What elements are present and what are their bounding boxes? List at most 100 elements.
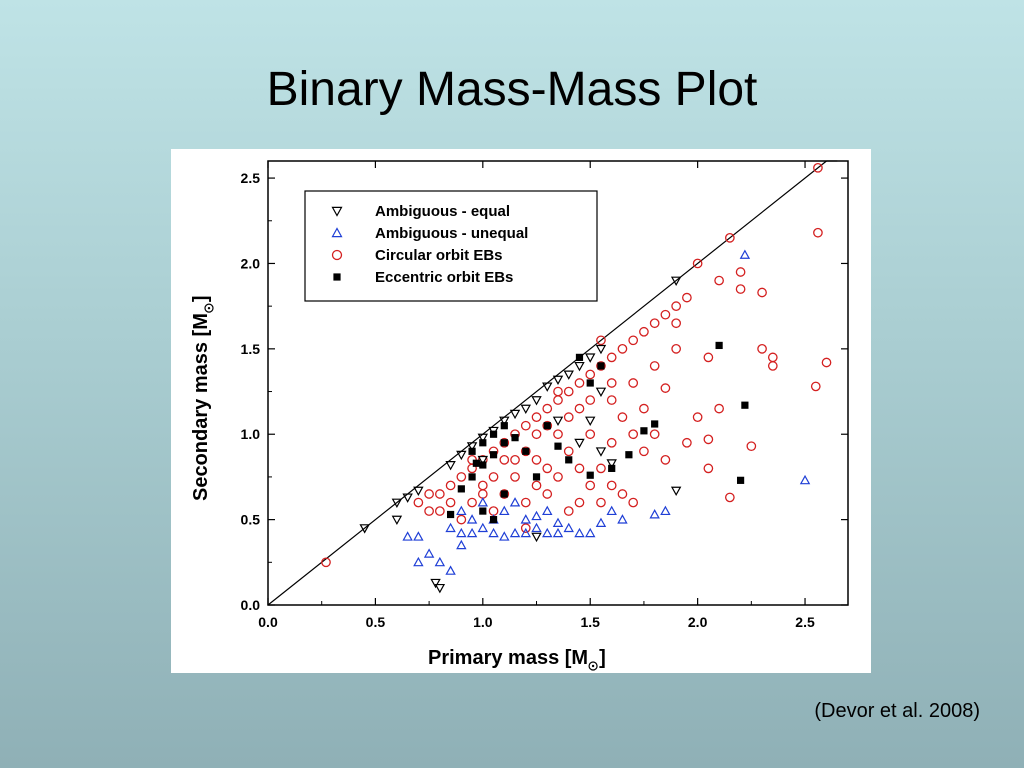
data-point — [563, 522, 574, 533]
data-point — [649, 509, 660, 519]
data-point — [510, 454, 520, 465]
data-point — [606, 352, 617, 363]
data-point — [423, 548, 435, 558]
data-point — [606, 378, 617, 388]
data-point — [585, 369, 596, 380]
data-point — [542, 382, 553, 392]
data-point — [445, 497, 456, 508]
data-point — [489, 516, 498, 524]
data-point — [649, 429, 660, 440]
data-point — [499, 505, 510, 516]
data-point — [671, 318, 681, 329]
data-point — [595, 447, 607, 457]
data-point — [735, 284, 746, 294]
data-point — [617, 343, 628, 354]
x-tick-label: 1.5 — [580, 614, 600, 630]
data-point — [692, 412, 703, 423]
data-point — [757, 343, 767, 354]
data-point — [435, 506, 445, 516]
legend-marker — [331, 227, 343, 238]
data-point — [520, 497, 531, 508]
sun-symbol — [588, 661, 598, 671]
data-point — [543, 422, 551, 430]
y-tick-label: 2.0 — [241, 255, 261, 271]
data-point — [531, 480, 542, 491]
data-point — [500, 422, 508, 430]
data-point — [617, 514, 628, 524]
sun-symbol — [204, 303, 214, 313]
data-point — [574, 497, 585, 508]
data-point — [466, 514, 478, 524]
data-point — [477, 480, 488, 491]
data-point — [456, 514, 467, 525]
data-point — [477, 455, 489, 466]
data-point — [413, 531, 424, 541]
data-point — [585, 353, 596, 363]
data-point — [531, 532, 542, 543]
data-point — [510, 472, 520, 482]
data-point — [434, 556, 446, 567]
data-point — [606, 437, 617, 448]
data-point — [542, 403, 553, 414]
data-point — [520, 523, 531, 534]
data-point — [660, 454, 671, 465]
data-point — [554, 442, 562, 450]
data-point — [574, 361, 585, 372]
data-point — [606, 505, 617, 516]
data-point — [714, 403, 724, 414]
data-point — [430, 578, 441, 589]
data-point — [574, 463, 585, 474]
data-point — [522, 447, 530, 455]
y-sun-symbol-group — [204, 303, 214, 313]
data-point — [468, 473, 476, 481]
y-tick-label: 0.0 — [241, 597, 261, 613]
data-point — [456, 450, 467, 461]
data-point — [585, 395, 596, 405]
data-point — [509, 497, 521, 507]
points-layer — [321, 162, 832, 594]
data-point — [597, 362, 605, 370]
series-triangle-down — [359, 276, 682, 594]
data-point — [446, 510, 455, 519]
data-point — [477, 497, 489, 507]
data-point — [424, 489, 434, 499]
data-point — [472, 459, 480, 467]
data-point — [649, 361, 660, 371]
data-point — [457, 485, 465, 493]
data-point — [821, 357, 832, 368]
data-point — [574, 438, 585, 449]
data-point — [542, 489, 553, 499]
data-point — [499, 437, 510, 448]
data-point — [434, 583, 446, 594]
data-point — [445, 565, 456, 575]
data-point — [628, 429, 639, 440]
data-point — [499, 416, 510, 427]
data-point — [606, 480, 617, 491]
x-tick-label: 0.0 — [258, 614, 278, 630]
data-point — [542, 527, 553, 538]
data-point — [520, 527, 531, 538]
data-point — [479, 461, 487, 469]
data-point — [488, 472, 499, 482]
data-point — [553, 386, 563, 397]
data-point — [585, 480, 596, 491]
data-point — [574, 378, 585, 388]
data-point — [714, 275, 724, 286]
data-point — [445, 480, 456, 491]
data-point — [466, 527, 478, 538]
sun-symbol-dot — [207, 306, 211, 310]
x-tick-label: 0.5 — [366, 614, 386, 630]
data-point — [810, 381, 821, 392]
data-point — [617, 489, 628, 499]
data-point — [479, 507, 487, 515]
data-point — [703, 434, 714, 445]
data-point — [553, 395, 563, 405]
data-point — [542, 463, 553, 474]
data-point — [552, 375, 564, 386]
data-point — [445, 522, 456, 533]
data-point — [467, 497, 477, 508]
y-tick-label: 1.0 — [241, 426, 261, 442]
data-point — [499, 531, 510, 541]
data-point — [520, 446, 531, 457]
data-point — [402, 493, 413, 503]
